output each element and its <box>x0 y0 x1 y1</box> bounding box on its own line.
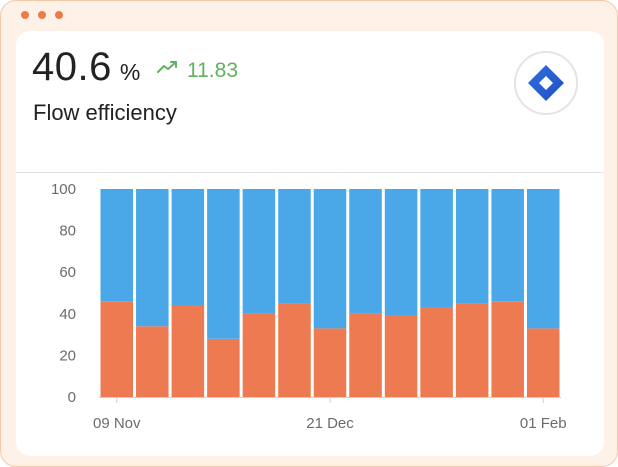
bar-segment-lower <box>455 303 489 397</box>
x-tick-label: 21 Dec <box>306 415 354 432</box>
window-dot-3[interactable] <box>55 11 63 19</box>
metric-value: 40.6 <box>32 45 112 89</box>
x-tick-label: 01 Feb <box>520 415 567 432</box>
bar-segment-upper <box>278 189 311 304</box>
bar-segment-lower <box>313 328 347 397</box>
window-dot-2[interactable] <box>38 11 46 19</box>
bar-segment-upper <box>491 189 524 302</box>
bar-segment-upper <box>455 189 489 304</box>
bar-segment-upper <box>384 189 418 316</box>
window-dot-1[interactable] <box>21 11 29 19</box>
y-tick-label: 100 <box>51 181 76 198</box>
bar-segment-lower <box>526 328 560 397</box>
bar-segment-upper <box>136 189 169 327</box>
bar-segment-upper <box>313 189 347 329</box>
card-divider <box>16 172 604 173</box>
bar-segment-upper <box>207 189 240 339</box>
bar-segment-lower <box>420 307 453 397</box>
bar-segment-upper <box>171 189 205 306</box>
metric-delta-value: 11.83 <box>187 59 238 82</box>
x-tick-label: 09 Nov <box>93 415 141 432</box>
bar-segment-upper <box>526 189 560 329</box>
window-controls <box>21 11 63 19</box>
metric-readout: 40.6 % <box>32 45 140 90</box>
bar-segment-lower <box>171 305 205 397</box>
bar-segment-upper <box>242 189 276 314</box>
y-tick-label: 60 <box>59 264 76 281</box>
bar-segment-lower <box>349 313 382 397</box>
y-tick-label: 40 <box>59 306 76 323</box>
bar-segment-upper <box>100 189 134 302</box>
y-tick-label: 20 <box>59 347 76 364</box>
y-tick-label: 0 <box>68 389 76 406</box>
bar-segment-lower <box>491 301 524 397</box>
bar-segment-lower <box>384 315 418 397</box>
bar-segment-lower <box>136 326 169 397</box>
bar-segment-lower <box>242 313 276 397</box>
metric-card: 40.6 % 11.83 Flow efficiency <box>16 31 604 456</box>
bar-segment-lower <box>207 338 240 397</box>
bar-segment-lower <box>278 303 311 397</box>
jira-logo <box>514 51 578 115</box>
flow-efficiency-chart: 0 20 40 60 80 100 09 Nov 21 Dec 01 Feb <box>51 181 567 432</box>
metric-delta: 11.83 <box>157 59 238 83</box>
bar-segment-upper <box>420 189 453 308</box>
bar-segment-lower <box>100 301 134 397</box>
metric-unit: % <box>119 59 141 85</box>
card-title: Flow efficiency <box>33 100 177 125</box>
trending-up-icon <box>157 61 177 73</box>
y-tick-label: 80 <box>59 223 76 240</box>
bar-segment-upper <box>349 189 382 314</box>
jira-logo-icon <box>528 65 564 101</box>
